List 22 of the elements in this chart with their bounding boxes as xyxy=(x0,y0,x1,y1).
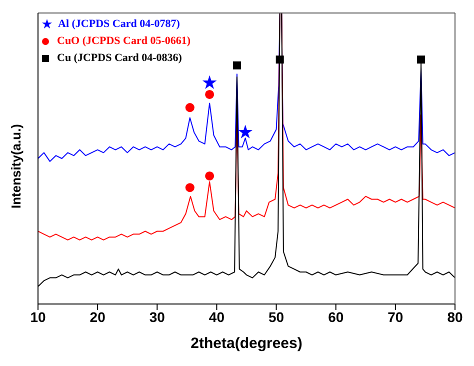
x-tick-label: 50 xyxy=(268,308,284,325)
x-axis-title: 2theta(degrees) xyxy=(190,335,302,352)
legend-label: Al (JCPDS Card 04-0787) xyxy=(57,17,181,32)
point xyxy=(205,90,214,99)
legend-label: Cu (JCPDS Card 04-0836) xyxy=(56,51,183,66)
point xyxy=(238,124,252,138)
point xyxy=(276,56,284,64)
point xyxy=(202,75,217,89)
x-tick-label: 70 xyxy=(388,308,404,325)
point xyxy=(185,183,194,192)
point xyxy=(185,103,194,112)
point xyxy=(417,56,426,64)
x-tick-label: 40 xyxy=(208,308,225,325)
legend-label: CuO (JCPDS Card 05-0661) xyxy=(56,34,191,49)
x-tick-label: 80 xyxy=(447,308,463,325)
x-tick-label: 30 xyxy=(149,308,166,325)
x-tick-label: 20 xyxy=(90,308,106,325)
point xyxy=(232,61,241,70)
point xyxy=(205,171,214,180)
x-tick-label: 60 xyxy=(328,308,344,325)
x-tick-label: 10 xyxy=(30,308,46,325)
y-axis-title: Intensity(a.u.) xyxy=(8,124,24,208)
